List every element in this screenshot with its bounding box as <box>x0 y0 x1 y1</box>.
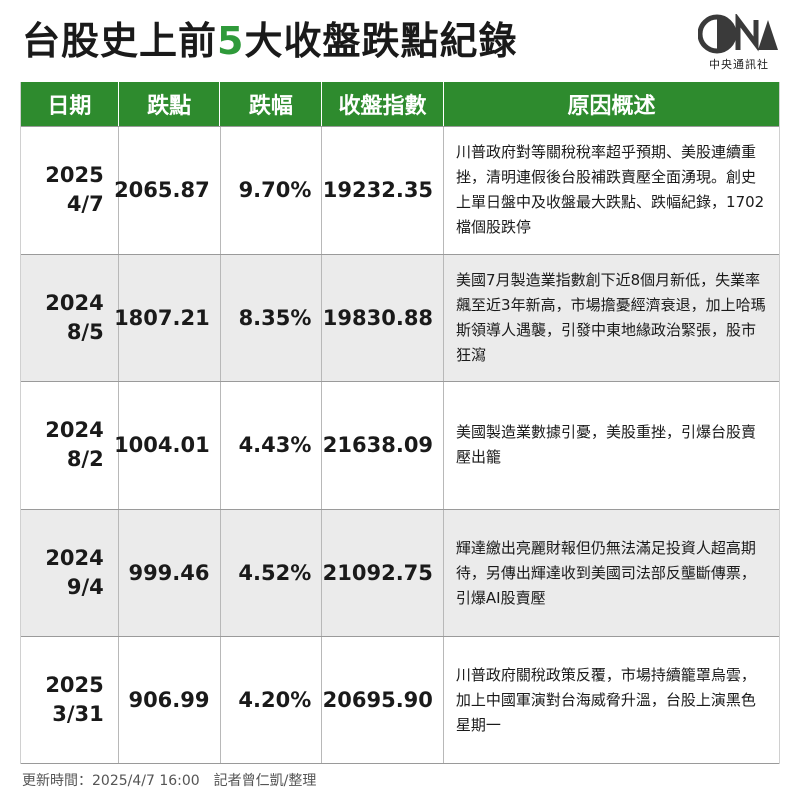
cell-close: 19830.88 <box>322 254 445 382</box>
cell-month-day: 4/7 <box>66 192 104 217</box>
cell-date: 2025 3/31 <box>21 637 119 763</box>
cell-year: 2024 <box>45 418 104 443</box>
cell-percent: 8.35% <box>221 254 323 382</box>
cell-reason: 美國製造業數據引憂，美股重挫，引爆台股賣壓出籠 <box>456 423 757 467</box>
cell-reason: 美國7月製造業指數創下近8個月新低，失業率飆至近3年新高，市場擔憂經濟衰退，加上… <box>456 270 766 364</box>
cell-year: 2025 <box>45 673 104 698</box>
header-close: 收盤指數 <box>322 82 444 126</box>
footer-credit: 更新時間：2025/4/7 16:00 記者曾仁凱/整理 <box>22 773 317 789</box>
page-title-number: 5 <box>217 19 245 63</box>
cell-month-day: 8/2 <box>66 447 104 472</box>
cell-points: 1004.01 <box>114 382 221 509</box>
header-percent: 跌幅 <box>220 82 323 126</box>
cell-close: 21092.75 <box>322 509 444 637</box>
cell-year: 2024 <box>45 546 104 571</box>
cell-percent: 4.43% <box>221 382 323 509</box>
cell-reason: 川普政府對等關稅稅率超乎預期、美股連續重挫，清明連假後台股補跌賣壓全面湧現。創史… <box>456 143 765 237</box>
cell-year: 2024 <box>45 290 104 315</box>
cell-month-day: 8/5 <box>66 319 104 344</box>
drop-record-table: 日期 跌點 跌幅 收盤指數 原因概述 2025 4/7 2065.87 9.70… <box>20 82 780 764</box>
cell-reason: 輝達繳出亮麗財報但仍無法滿足投資人超高期待，另傳出輝達收到美國司法部反壟斷傳票，… <box>455 538 756 607</box>
cell-close: 20695.90 <box>322 637 444 763</box>
table-row: 2024 8/5 1807.21 8.35% 19830.88 美國7月製造業指… <box>21 253 779 382</box>
page-title: 台股史上前5大收盤跌點紀錄 <box>22 10 517 72</box>
cell-reason: 川普政府關稅政策反覆，市場持續籠罩烏雲，加上中國軍演對台海威脅升溫，台股上演黑色… <box>455 665 756 734</box>
cell-close: 19232.35 <box>322 127 445 254</box>
cell-points: 2065.87 <box>114 127 221 254</box>
cell-percent: 4.20% <box>221 637 323 763</box>
cell-date: 2025 4/7 <box>21 127 119 254</box>
cell-date: 2024 9/4 <box>21 509 119 637</box>
cell-points: 999.46 <box>119 509 221 637</box>
cell-points: 1807.21 <box>114 254 221 382</box>
table-header: 日期 跌點 跌幅 收盤指數 原因概述 <box>21 82 779 126</box>
cna-logo: 中央通訊社 <box>694 14 784 72</box>
cell-date: 2024 8/2 <box>21 382 119 509</box>
cell-date: 2024 8/5 <box>21 254 119 382</box>
table-row: 2025 3/31 906.99 4.20% 20695.90 川普政府關稅政策… <box>21 636 779 764</box>
cna-logo-text: 中央通訊社 <box>709 58 769 71</box>
table-row: 2024 9/4 999.46 4.52% 21092.75 輝達繳出亮麗財報但… <box>21 508 779 637</box>
cell-percent: 9.70% <box>221 127 323 254</box>
cell-month-day: 9/4 <box>66 575 104 600</box>
cell-year: 2025 <box>45 163 104 188</box>
header-points: 跌點 <box>119 82 221 126</box>
header-reason: 原因概述 <box>567 94 656 119</box>
cell-close: 21638.09 <box>322 382 445 509</box>
cell-points: 906.99 <box>119 637 221 763</box>
page-title-before: 台股史上前 <box>22 19 218 63</box>
page-title-after: 大收盤跌點紀錄 <box>244 19 518 63</box>
cell-percent: 4.52% <box>221 509 323 637</box>
table-row: 2024 8/2 1004.01 4.43% 21638.09 美國製造業數據引… <box>21 381 779 509</box>
header-date: 日期 <box>21 82 119 126</box>
table-row: 2025 4/7 2065.87 9.70% 19232.35 川普政府對等關稅… <box>21 126 779 254</box>
cell-month-day: 3/31 <box>52 702 104 727</box>
cna-logo-icon <box>698 14 778 54</box>
